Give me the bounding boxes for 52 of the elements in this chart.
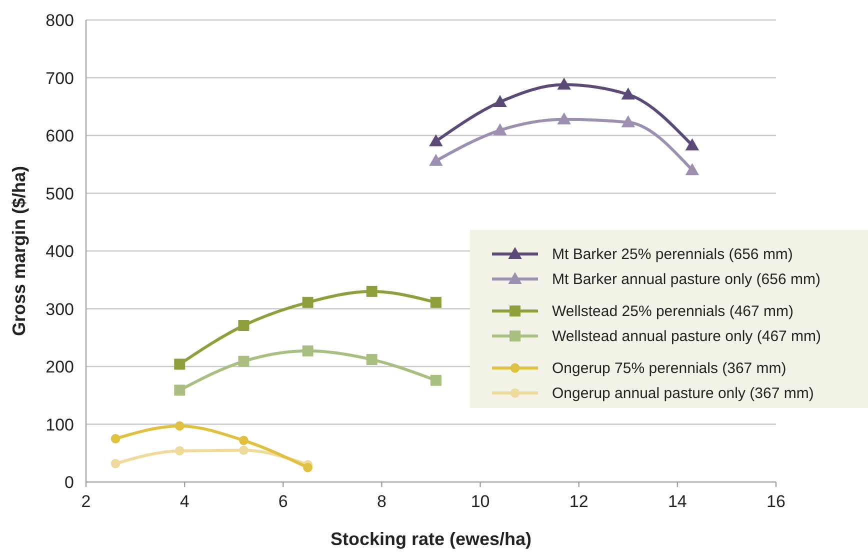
x-tick-label: 4: [180, 492, 190, 511]
point: [110, 458, 120, 468]
y-axis-title: Gross margin ($/ha): [9, 166, 29, 336]
point: [558, 112, 571, 124]
point: [303, 462, 312, 472]
point: [494, 124, 506, 136]
legend-label: Mt Barker 25% perennials (656 mm): [552, 246, 793, 263]
x-tick-label: 8: [376, 492, 386, 511]
point: [622, 116, 635, 128]
legend-label: Wellstead annual pasture only (467 mm): [552, 328, 822, 345]
point: [239, 446, 248, 455]
x-tick-label: 14: [668, 492, 687, 511]
y-tick-label: 100: [46, 415, 74, 434]
point: [430, 374, 442, 386]
point: [239, 436, 248, 446]
point: [429, 154, 442, 166]
point: [174, 384, 186, 396]
point: [366, 286, 378, 297]
y-tick-label: 700: [46, 68, 74, 88]
x-tick-label: 12: [569, 492, 588, 511]
point: [238, 320, 250, 331]
x-axis-title: Stocking rate (ewes/ha): [330, 529, 532, 549]
point: [686, 164, 699, 176]
legend-label: Ongerup annual pasture only (367 mm): [552, 385, 814, 402]
x-tick-label: 16: [766, 492, 786, 511]
point: [174, 446, 184, 456]
legend-label: Wellstead 25% perennials (467 mm): [552, 303, 794, 320]
legend-label: Ongerup 75% perennials (367 mm): [552, 360, 786, 377]
x-tick-label: 6: [278, 492, 288, 511]
y-tick-label: 800: [46, 11, 74, 30]
point: [110, 434, 120, 444]
point: [174, 421, 184, 431]
y-tick-label: 300: [46, 300, 74, 319]
y-tick-label: 200: [46, 358, 74, 376]
point: [494, 96, 506, 108]
y-tick-label: 500: [46, 184, 74, 204]
y-tick-label: 600: [46, 126, 74, 146]
y-tick-label: 0: [64, 473, 74, 492]
point: [302, 345, 314, 356]
y-tick-label: 400: [46, 242, 74, 261]
point: [558, 78, 571, 90]
point: [686, 138, 699, 150]
legend-label: Mt Barker annual pasture only (656 mm): [552, 271, 820, 288]
point: [429, 134, 442, 146]
point: [302, 296, 314, 308]
point: [174, 358, 186, 370]
point: [622, 88, 635, 100]
x-tick-label: 10: [470, 492, 490, 511]
point: [238, 356, 250, 367]
x-tick-label: 2: [81, 492, 91, 511]
point: [366, 354, 378, 366]
point: [430, 296, 442, 308]
